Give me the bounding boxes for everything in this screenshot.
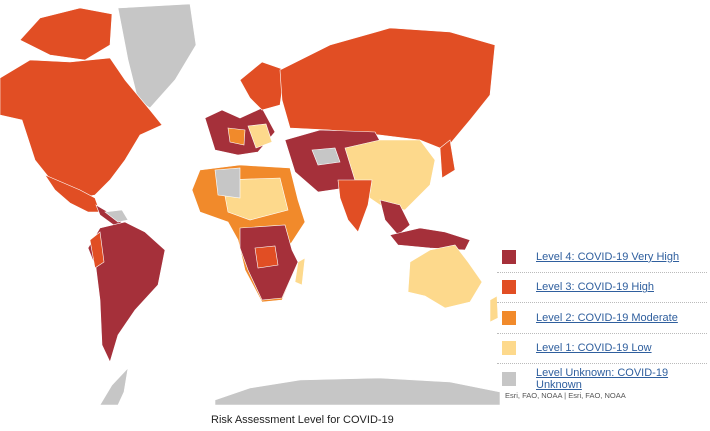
scandinavia: [239, 61, 286, 111]
africa-high: [254, 245, 279, 269]
legend-link[interactable]: Level 2: COVID-19 Moderate: [536, 311, 678, 324]
attribution: Esri, FAO, NOAA | Esri, FAO, NOAA: [505, 391, 626, 400]
legend-item: Level 2: COVID-19 Moderate: [497, 303, 707, 334]
north-america: [0, 57, 163, 201]
caption: Risk Assessment Level for COVID-19: [211, 414, 394, 426]
legend-item: Level 3: COVID-19 High: [497, 273, 707, 303]
europe-moderate: [227, 127, 246, 146]
africa-unknown: [214, 167, 241, 199]
legend-link[interactable]: Level Unknown: COVID-19 Unknown: [536, 366, 669, 391]
legend-swatch: [502, 371, 516, 386]
southeast-asia: [379, 199, 411, 236]
australia: [407, 244, 483, 309]
russia: [279, 27, 496, 151]
arctic-islands: [19, 7, 113, 61]
antarctic-peninsula: [99, 367, 129, 405]
south-america: [87, 221, 166, 363]
legend-item: Level 1: COVID-19 Low: [497, 334, 707, 364]
mexico: [44, 174, 101, 213]
europe-low: [247, 123, 273, 149]
japan-korea: [439, 139, 456, 179]
legend-link[interactable]: Level 3: COVID-19 High: [536, 281, 654, 294]
legend-item: Level 4: COVID-19 Very High: [497, 242, 707, 273]
south-america-high: [89, 231, 105, 269]
legend-link[interactable]: Level 1: COVID-19 Low: [536, 342, 652, 355]
legend-swatch: [502, 310, 516, 325]
world-map: [0, 3, 500, 405]
greenland: [117, 3, 197, 109]
central-asia-unknown: [311, 147, 341, 166]
india: [337, 179, 373, 233]
legend-swatch: [502, 341, 516, 356]
legend-swatch: [502, 280, 516, 295]
indonesia: [389, 227, 471, 251]
new-zealand: [489, 295, 499, 323]
legend-link[interactable]: Level 4: COVID-19 Very High: [536, 250, 680, 263]
legend-swatch: [502, 249, 516, 264]
madagascar: [294, 257, 306, 286]
antarctica: [214, 377, 500, 405]
legend-item: Level Unknown: COVID-19 Unknown: [497, 364, 707, 394]
legend: Level 4: COVID-19 Very High Level 3: COVI…: [497, 242, 707, 394]
central-america-unknown: [104, 209, 129, 223]
